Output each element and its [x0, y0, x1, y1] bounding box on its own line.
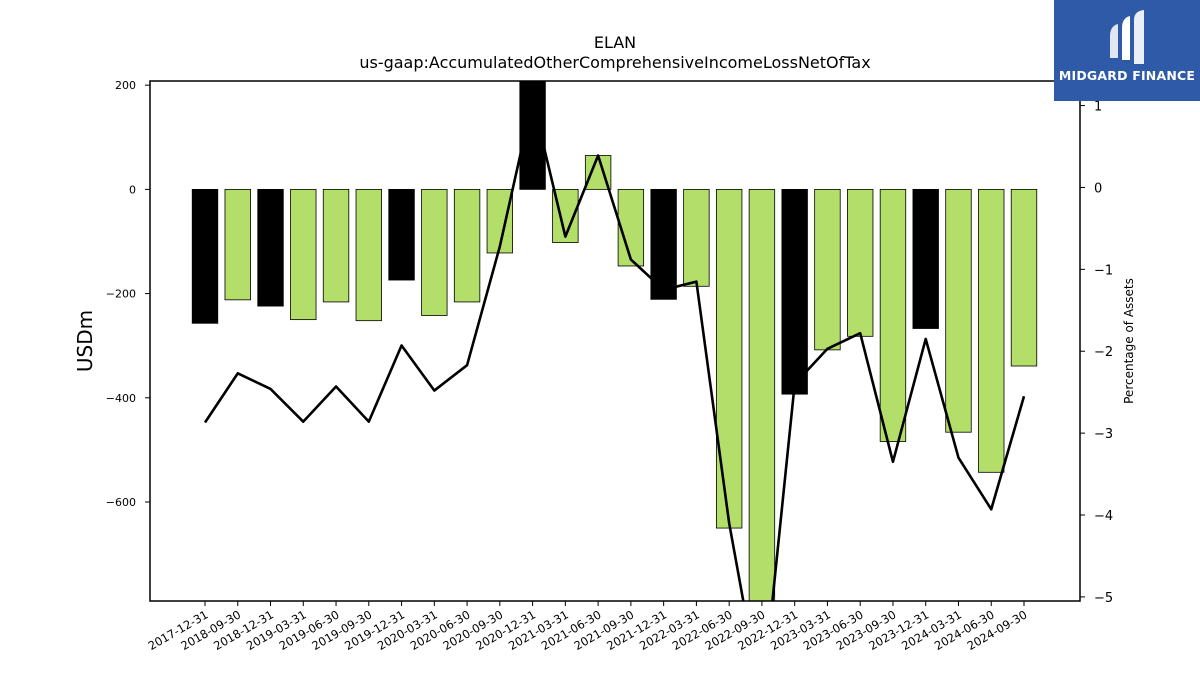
bar-2021-12-31: [650, 188, 677, 300]
y-tick-label: −400: [106, 392, 136, 405]
bar-2019-03-31: [290, 188, 317, 321]
line-layer: [203, 98, 1026, 601]
y-tick-label: 0: [129, 183, 136, 196]
x-axis: 2017-12-312018-09-302018-12-312019-03-31…: [146, 601, 1030, 653]
bar-2022-09-30: [748, 188, 776, 601]
midgard-m-logo-icon: [1110, 10, 1144, 64]
y2-tick-label: −5: [1094, 591, 1113, 606]
bar-2023-03-31: [814, 188, 841, 351]
y2-tick-label: −4: [1094, 509, 1113, 524]
brand-name: MIDGARD FINANCE: [1058, 68, 1196, 83]
bar-2019-12-31: [388, 188, 415, 281]
y2-tick-label: 1: [1094, 100, 1102, 115]
y-axis-label: USDm: [73, 310, 97, 372]
bar-2024-06-30: [978, 188, 1005, 473]
y-axis-right: 1 0 −1 −2 −3 −4 −5: [1080, 100, 1113, 606]
plot-frame: [149, 80, 1081, 602]
bar-2018-12-31: [257, 188, 284, 307]
bar-2019-06-30: [322, 188, 350, 303]
chart-subtitle: us-gaap:AccumulatedOtherComprehensiveInc…: [359, 53, 870, 72]
bar-2021-09-30: [617, 188, 645, 267]
bar-2022-06-30: [715, 188, 743, 529]
y2-tick-label: −3: [1094, 427, 1113, 442]
bar-2023-12-31: [912, 188, 939, 329]
chart-title: ELAN: [594, 33, 636, 52]
asset-percentage-line: [203, 98, 1026, 601]
bar-2020-03-31: [421, 188, 448, 316]
y-tick-label: 200: [115, 79, 136, 92]
y2-tick-label: 0: [1094, 181, 1102, 196]
bar-2019-09-30: [355, 188, 382, 322]
bar-2022-12-31: [781, 188, 808, 395]
bar-2022-03-31: [683, 188, 710, 287]
y-tick-label: −200: [106, 288, 136, 301]
bar-2018-09-30: [224, 188, 251, 301]
y-tick-label: −600: [106, 496, 136, 509]
bar-2023-06-30: [847, 188, 874, 337]
y2-tick-label: −2: [1094, 345, 1113, 360]
bar-2024-03-31: [945, 188, 972, 433]
bar-2020-06-30: [453, 188, 481, 303]
bar-2024-09-30: [1010, 188, 1038, 367]
y2-axis-label: Percentage of Assets: [1122, 278, 1136, 404]
brand-logo: MIDGARD FINANCE: [1054, 0, 1200, 101]
bar-2023-09-30: [879, 188, 907, 442]
y-axis-left: 200 0 −200 −400 −600: [106, 79, 150, 509]
y2-tick-label: −1: [1094, 263, 1113, 278]
bar-2017-12-31: [191, 188, 219, 324]
bars: [191, 81, 1038, 601]
